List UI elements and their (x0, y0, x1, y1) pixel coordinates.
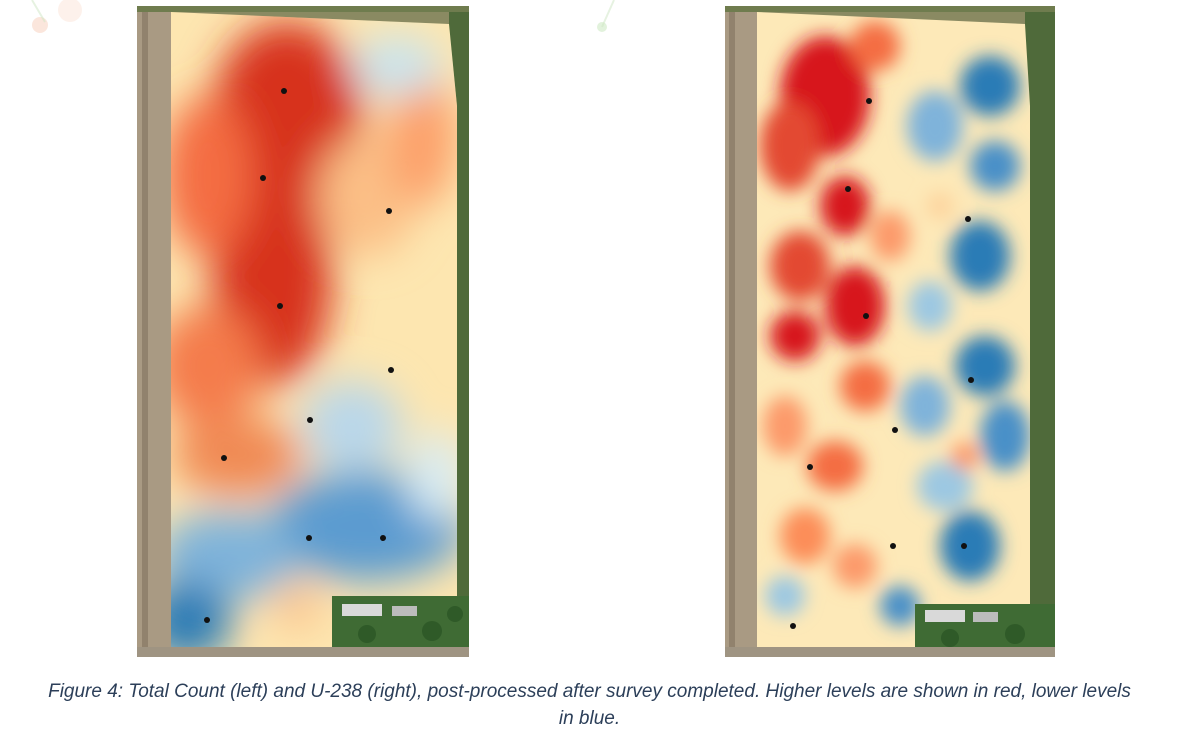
sample-point (388, 367, 394, 373)
decorative-molecule-graphic (31, 0, 615, 33)
sample-point (386, 208, 392, 214)
sample-point (807, 464, 813, 470)
sample-point (863, 313, 869, 319)
sample-point (306, 535, 312, 541)
sample-point (866, 98, 872, 104)
caption-line-1: Figure 4: Total Count (left) and U-238 (… (48, 681, 1131, 702)
sample-point (307, 417, 313, 423)
sample-point (965, 216, 971, 222)
sample-point (968, 377, 974, 383)
sample-point (221, 455, 227, 461)
u238-map (725, 6, 1055, 657)
sample-point (890, 543, 896, 549)
caption-line-2: in blue. (558, 708, 621, 729)
sample-point (845, 186, 851, 192)
sample-point (790, 623, 796, 629)
figure-caption: Figure 4: Total Count (left) and U-238 (… (0, 678, 1179, 732)
sample-point (281, 88, 287, 94)
sample-point (260, 175, 266, 181)
sample-point (277, 303, 283, 309)
total-count-map (137, 6, 469, 657)
sample-point (961, 543, 967, 549)
sample-point (380, 535, 386, 541)
sample-point (892, 427, 898, 433)
sample-point (204, 617, 210, 623)
